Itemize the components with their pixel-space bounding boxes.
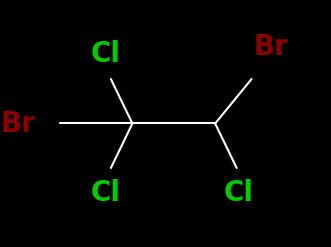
Text: Br: Br xyxy=(254,33,289,61)
Text: Cl: Cl xyxy=(91,40,121,68)
Text: Cl: Cl xyxy=(91,179,121,207)
Text: Cl: Cl xyxy=(223,179,253,207)
Text: Br: Br xyxy=(1,109,36,138)
